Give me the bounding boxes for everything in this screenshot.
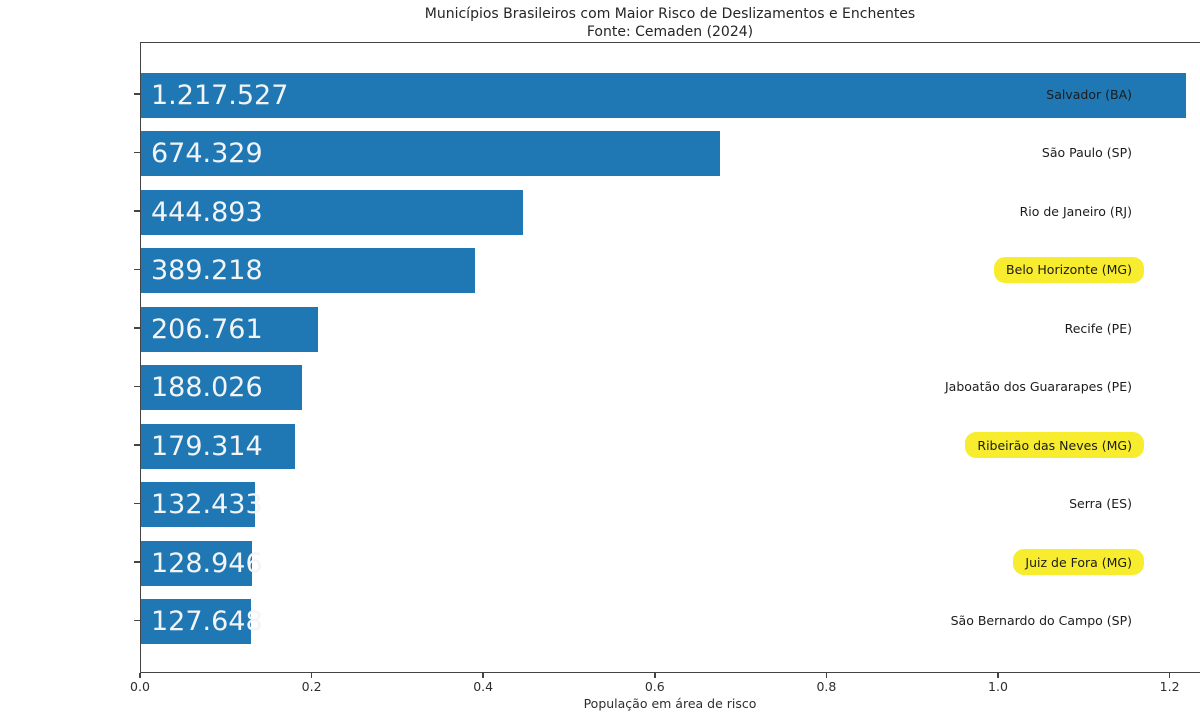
y-axis-label: Juiz de Fora (MG) <box>1013 548 1144 576</box>
y-axis-label: Salvador (BA) <box>1046 86 1132 102</box>
bar-value-label: 206.761 <box>151 313 263 345</box>
y-axis-label: Serra (ES) <box>1069 496 1132 511</box>
bar-value-label: 389.218 <box>151 255 263 286</box>
y-tick-mark <box>133 385 140 388</box>
bar: 188.026 <box>141 365 302 410</box>
x-tick-mark <box>1168 673 1171 678</box>
x-tick-label: 1.2 <box>1159 679 1180 694</box>
x-tick-label: 1.0 <box>988 679 1008 694</box>
plot-area: 1.217.527 674.329 444.893 389.218 206.761 188… <box>140 42 1200 673</box>
y-tick-mark <box>133 210 140 212</box>
bar-value-label: 188.026 <box>151 372 263 403</box>
x-tick-mark <box>997 673 999 678</box>
highlighted-label: Ribeirão das Neves (MG) <box>965 432 1144 458</box>
bar-value-label: 444.893 <box>151 196 263 228</box>
bar-value-label: 179.314 <box>151 430 263 462</box>
y-tick-mark <box>133 327 140 329</box>
bar: 206.761 <box>141 306 318 352</box>
x-tick-mark <box>310 673 313 678</box>
x-tick-label: 0.4 <box>473 679 494 694</box>
x-tick-mark <box>139 673 141 678</box>
y-tick-mark <box>133 151 140 154</box>
y-axis-label: Recife (PE) <box>1064 320 1132 336</box>
x-tick-label: 0.6 <box>644 679 665 694</box>
bar-value-label: 128.946 <box>151 547 263 579</box>
bar: 179.314 <box>141 423 295 469</box>
bar-value-label: 132.433 <box>151 489 263 520</box>
bar: 444.893 <box>141 189 523 235</box>
y-axis-label: Jaboatão dos Guararapes (PE) <box>944 379 1132 394</box>
x-tick-label: 0.2 <box>301 679 322 694</box>
chart-subtitle: Fonte: Cemaden (2024) <box>586 24 754 40</box>
bar: 674.329 <box>141 131 720 176</box>
y-tick-mark <box>133 444 140 446</box>
bar: 128.946 <box>141 540 263 586</box>
x-tick-mark <box>825 673 828 678</box>
x-tick-label: 0.8 <box>816 679 837 694</box>
highlighted-label: Juiz de Fora (MG) <box>1013 549 1144 575</box>
x-tick-mark <box>482 673 484 678</box>
y-axis-label: São Bernardo do Campo (SP) <box>950 613 1132 628</box>
y-axis-label: Ribeirão das Neves (MG) <box>965 431 1144 459</box>
y-tick-mark <box>133 619 140 622</box>
y-tick-mark <box>133 561 140 563</box>
y-axis-label: Belo Horizonte (MG) <box>994 256 1144 284</box>
bar-value-label: 127.648 <box>151 606 263 637</box>
y-axis-label: Rio de Janeiro (RJ) <box>1019 203 1132 219</box>
bar: 127.648 <box>141 599 263 644</box>
chart-title: Municípios Brasileiros com Maior Risco d… <box>424 6 916 22</box>
bar-value-label: 1.217.527 <box>151 79 289 111</box>
y-tick-mark <box>133 502 140 505</box>
bar: 132.433 <box>141 482 263 527</box>
x-tick-label: 0.0 <box>130 679 150 694</box>
highlighted-label: Belo Horizonte (MG) <box>994 256 1144 283</box>
y-tick-mark <box>133 93 140 95</box>
bar-value-label: 674.329 <box>151 138 263 169</box>
bar: 1.217.527 <box>141 72 1186 118</box>
y-tick-mark <box>133 268 140 271</box>
x-axis-label: População em área de risco <box>583 696 757 711</box>
x-tick-mark <box>654 673 656 678</box>
bar: 389.218 <box>141 248 475 293</box>
y-axis-label: São Paulo (SP) <box>1041 145 1132 160</box>
